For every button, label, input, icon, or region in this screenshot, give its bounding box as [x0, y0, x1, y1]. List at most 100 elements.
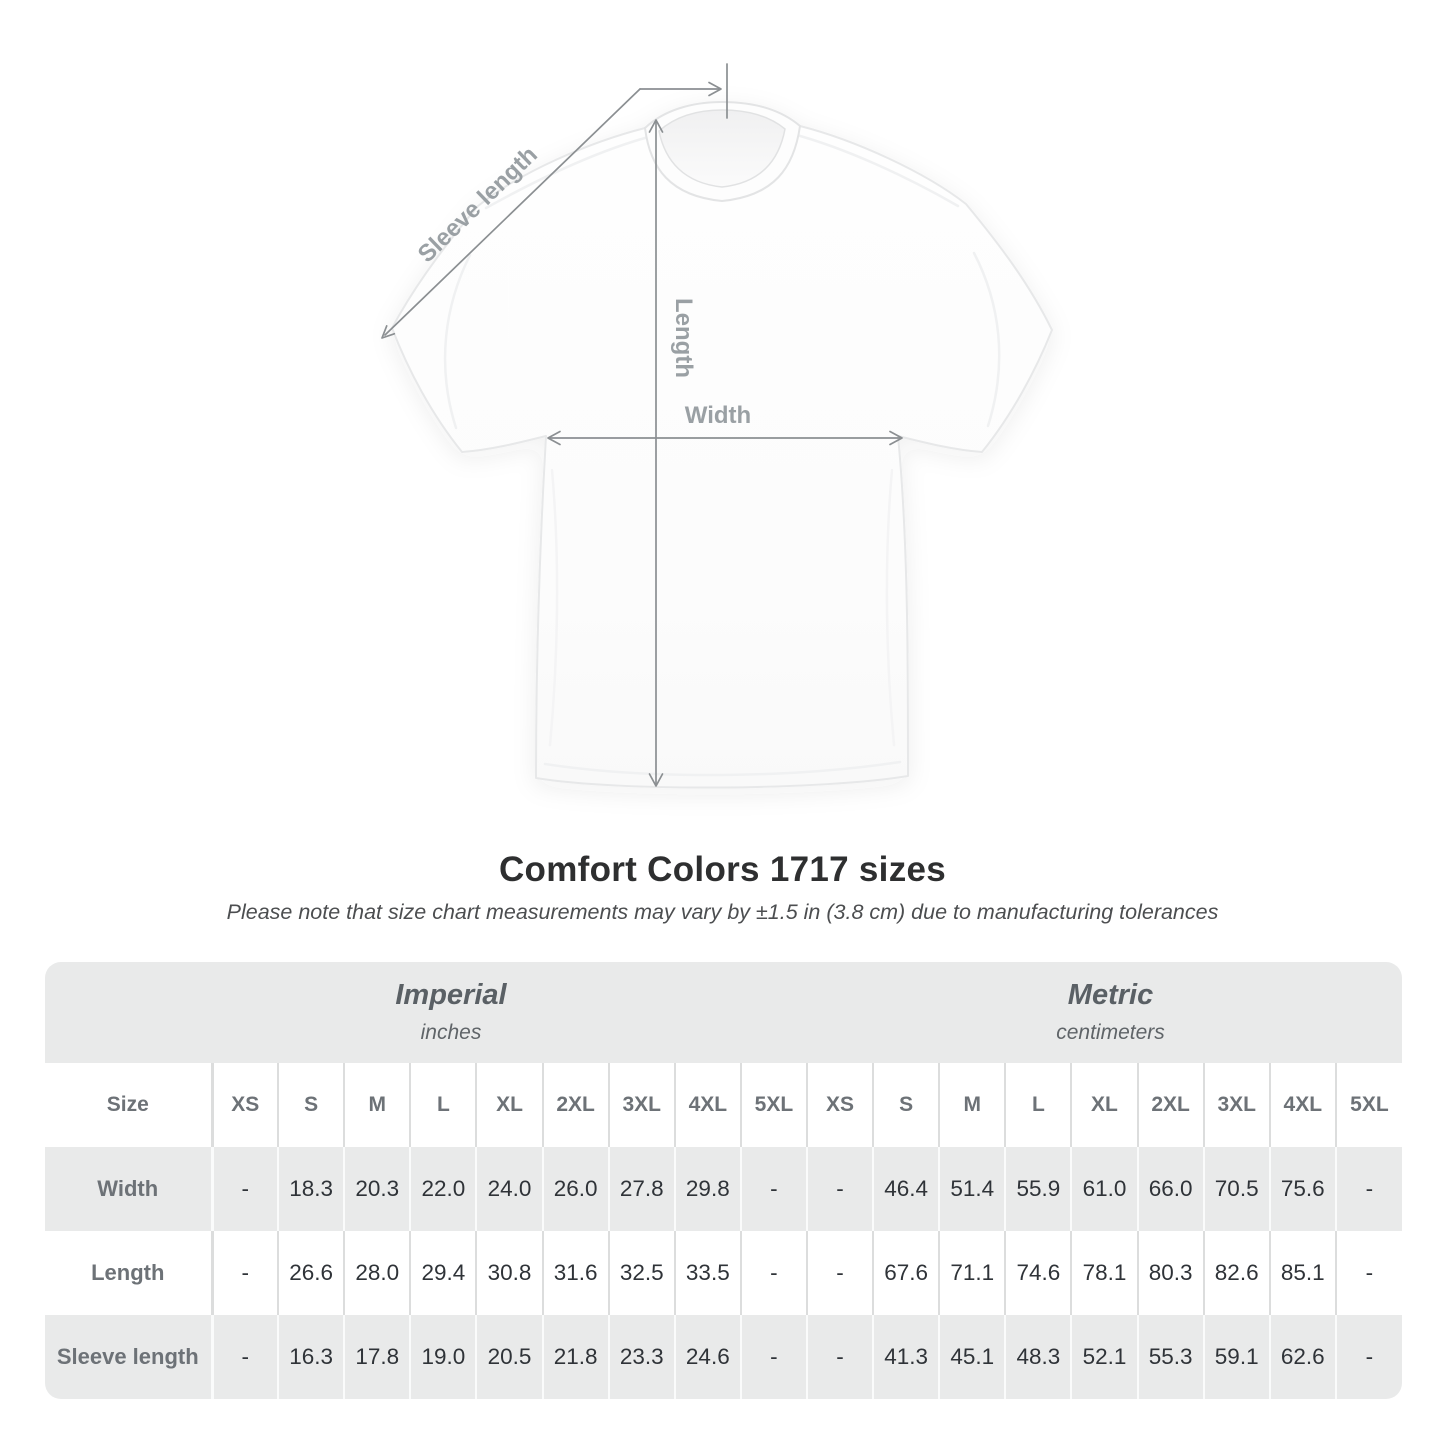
tshirt-wrinkles — [443, 132, 1001, 777]
width-arrow — [547, 430, 903, 446]
table-cell: 29.8 — [673, 1147, 741, 1231]
imperial-band-name: Imperial — [395, 979, 507, 1012]
metric-band-name: Metric — [1067, 979, 1154, 1012]
size-col-header: M — [343, 1063, 411, 1147]
table-cell: 71.1 — [938, 1231, 1006, 1315]
row-label: Length — [91, 1260, 165, 1285]
table-cell: - — [805, 1231, 874, 1315]
table-cell: - — [210, 1231, 279, 1315]
table-cell: - — [210, 1315, 279, 1399]
page-title: Comfort Colors 1717 sizes — [498, 850, 947, 889]
table-cell: 20.3 — [343, 1147, 411, 1231]
table-cell: 55.9 — [1004, 1147, 1072, 1231]
table-cell: - — [805, 1315, 874, 1399]
table-cell: 16.3 — [277, 1315, 345, 1399]
table-cell: 32.5 — [607, 1231, 675, 1315]
size-col-header: 3XL — [1202, 1063, 1270, 1147]
tshirt-shape — [391, 100, 1053, 789]
table-cell: - — [1334, 1315, 1402, 1399]
imperial-band: Imperial inches — [45, 962, 807, 1063]
length-label: Length — [670, 298, 697, 378]
sleeve-length-row: Sleeve length - 16.3 17.8 19.0 20.5 21.8… — [45, 1315, 1402, 1399]
table-cell: 19.0 — [409, 1315, 477, 1399]
table-cell: 62.6 — [1268, 1315, 1336, 1399]
table-cell: 31.6 — [541, 1231, 609, 1315]
size-header: Size — [106, 1093, 149, 1116]
table-cell: 46.4 — [872, 1147, 940, 1231]
table-cell: - — [210, 1147, 279, 1231]
size-chart-table-container: Imperial inches Metric centimeters Size … — [45, 962, 1402, 1399]
table-cell: - — [1334, 1147, 1402, 1231]
table-cell: 48.3 — [1004, 1315, 1072, 1399]
table-cell: 29.4 — [409, 1231, 477, 1315]
table-cell: 59.1 — [1202, 1315, 1270, 1399]
size-chart-table: Imperial inches Metric centimeters Size … — [45, 962, 1402, 1399]
table-cell: 52.1 — [1070, 1315, 1138, 1399]
metric-band-unit: centimeters — [1056, 1020, 1165, 1044]
size-col-header: S — [277, 1063, 345, 1147]
size-col-header: 2XL — [1136, 1063, 1204, 1147]
size-col-header: 2XL — [541, 1063, 609, 1147]
tolerance-note: Please note that size chart measurements… — [226, 900, 1219, 924]
imperial-band-unit: inches — [420, 1020, 482, 1044]
width-row: Width - 18.3 20.3 22.0 24.0 26.0 27.8 29… — [45, 1147, 1402, 1231]
table-cell: 75.6 — [1268, 1147, 1336, 1231]
table-cell: 78.1 — [1070, 1231, 1138, 1315]
table-cell: 23.3 — [607, 1315, 675, 1399]
metric-band: Metric centimeters — [806, 962, 1402, 1063]
length-row: Length - 26.6 28.0 29.4 30.8 31.6 32.5 3… — [45, 1231, 1402, 1315]
table-cell: 30.8 — [475, 1231, 543, 1315]
unit-band-row: Imperial inches Metric centimeters — [45, 962, 1402, 1063]
sleeve-length-arrow — [381, 63, 728, 339]
table-cell: 51.4 — [938, 1147, 1006, 1231]
size-header-row: Size XS S M L XL 2XL 3XL 4XL 5XL XS S M … — [45, 1063, 1402, 1147]
table-cell: 67.6 — [872, 1231, 940, 1315]
table-cell: 55.3 — [1136, 1315, 1204, 1399]
size-col-header: 5XL — [1334, 1063, 1402, 1147]
table-cell: 33.5 — [673, 1231, 741, 1315]
table-cell: - — [739, 1231, 807, 1315]
table-cell: - — [739, 1315, 807, 1399]
table-cell: 41.3 — [872, 1315, 940, 1399]
table-cell: 28.0 — [343, 1231, 411, 1315]
tshirt-collar-opening — [658, 109, 786, 188]
table-cell: 26.0 — [541, 1147, 609, 1231]
length-arrow — [648, 119, 664, 787]
table-cell: - — [805, 1147, 874, 1231]
table-cell: 24.0 — [475, 1147, 543, 1231]
size-col-header: 4XL — [673, 1063, 741, 1147]
row-label: Sleeve length — [56, 1344, 199, 1369]
table-cell: 45.1 — [938, 1315, 1006, 1399]
table-cell: 61.0 — [1070, 1147, 1138, 1231]
table-cell: 24.6 — [673, 1315, 741, 1399]
size-col-header: XL — [475, 1063, 543, 1147]
size-col-header: L — [409, 1063, 477, 1147]
tshirt-size-diagram: Sleeve length Length Width — [381, 63, 1053, 789]
table-cell: 22.0 — [409, 1147, 477, 1231]
size-col-header: 5XL — [739, 1063, 807, 1147]
table-cell: - — [739, 1147, 807, 1231]
measurement-arrows — [381, 63, 903, 787]
size-col-header: M — [938, 1063, 1006, 1147]
table-cell: 27.8 — [607, 1147, 675, 1231]
table-cell: 74.6 — [1004, 1231, 1072, 1315]
size-col-header: XL — [1070, 1063, 1138, 1147]
table-cell: 17.8 — [343, 1315, 411, 1399]
size-col-header: L — [1004, 1063, 1072, 1147]
table-cell: 85.1 — [1268, 1231, 1336, 1315]
table-cell: 66.0 — [1136, 1147, 1204, 1231]
table-cell: 20.5 — [475, 1315, 543, 1399]
table-cell: 82.6 — [1202, 1231, 1270, 1315]
table-cell: 21.8 — [541, 1315, 609, 1399]
width-label: Width — [685, 402, 751, 429]
size-col-header: XS — [210, 1063, 279, 1147]
table-cell: 18.3 — [277, 1147, 345, 1231]
size-col-header: 3XL — [607, 1063, 675, 1147]
table-cell: 70.5 — [1202, 1147, 1270, 1231]
table-cell: - — [1334, 1231, 1402, 1315]
size-col-header: XS — [805, 1063, 874, 1147]
table-cell: 26.6 — [277, 1231, 345, 1315]
table-cell: 80.3 — [1136, 1231, 1204, 1315]
row-label: Width — [97, 1176, 159, 1201]
